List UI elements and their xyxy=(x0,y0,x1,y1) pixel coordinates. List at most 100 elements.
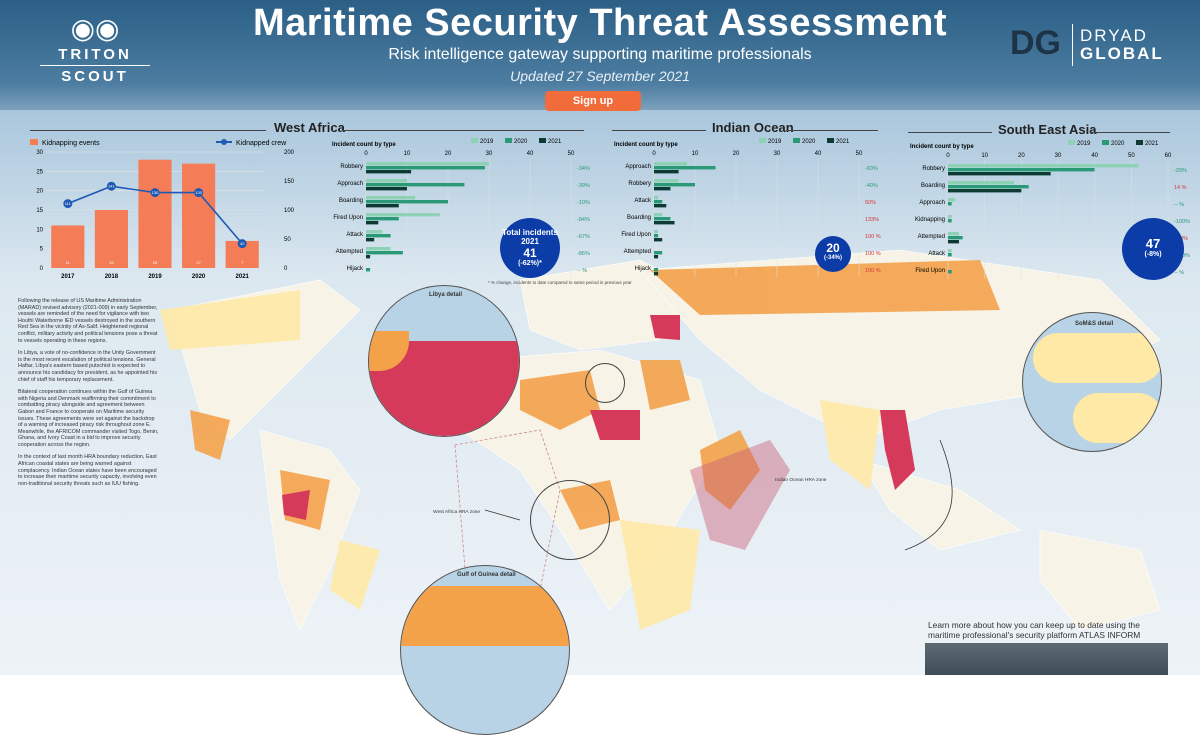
y-left-tick: 5 xyxy=(40,247,44,253)
chart-title: Incident count by type xyxy=(332,142,396,148)
legend-label: 2019 xyxy=(768,139,782,145)
logo-word-2: GLOBAL xyxy=(1080,44,1164,63)
west-africa-title: West Africa xyxy=(274,120,345,135)
y-right-tick: 150 xyxy=(284,179,295,185)
incident-bar xyxy=(948,249,952,253)
category-label: Attack xyxy=(928,251,946,257)
y-left-tick: 30 xyxy=(36,150,43,156)
kidnap-bar xyxy=(182,163,216,268)
dryad-global-logo[interactable]: DG DRYAD GLOBAL xyxy=(1010,22,1180,72)
incident-bar xyxy=(654,213,663,217)
category-label: Hijack xyxy=(635,266,652,272)
incident-bar xyxy=(948,172,1051,176)
sea-incident-chart: Incident count by type 2019 2020 2021 0 10 20 3… xyxy=(910,140,1190,279)
change-label: -34% xyxy=(577,166,590,172)
bar-data-label: 15 xyxy=(109,260,114,265)
incident-bar xyxy=(948,168,1095,172)
x-tick: 30 xyxy=(774,151,781,157)
som-detail-circle[interactable]: SoM&S detail xyxy=(1022,312,1162,452)
incident-bar xyxy=(654,183,695,187)
bar-data-label: 11 xyxy=(66,260,71,265)
gulf-of-guinea-detail-circle[interactable]: Gulf of Guinea detail xyxy=(400,565,570,735)
chart-title: Incident count by type xyxy=(910,144,974,150)
logo-line-1: TRITON xyxy=(58,46,132,63)
page-title: Maritime Security Threat Assessment xyxy=(252,2,948,44)
west-africa-rule-right xyxy=(342,130,584,131)
x-tick: 10 xyxy=(981,153,988,159)
y-right-tick: 50 xyxy=(284,237,291,243)
incident-bar xyxy=(366,221,379,225)
crew-point xyxy=(106,181,116,191)
incident-bar xyxy=(948,185,1029,189)
incident-bar xyxy=(654,230,659,234)
incident-bar xyxy=(366,213,440,217)
x-tick: 10 xyxy=(404,151,411,157)
atlas-inform-photo[interactable] xyxy=(925,643,1168,675)
south-east-asia-title: South East Asia xyxy=(998,122,1097,137)
y-right-tick: 200 xyxy=(284,150,295,156)
legend-bar-label: Kidnapping events xyxy=(42,140,100,147)
kidnap-bar xyxy=(138,159,172,268)
x-tick: 20 xyxy=(1018,153,1025,159)
legend-swatch xyxy=(827,138,834,143)
y-right-tick: 100 xyxy=(284,208,295,214)
x-tick: 50 xyxy=(1128,153,1135,159)
x-tick: 2019 xyxy=(148,274,162,280)
incident-bar xyxy=(654,255,659,259)
bar-data-label: 7 xyxy=(241,260,244,265)
category-label: Fired Upon xyxy=(621,232,651,238)
learn-more-text[interactable]: Learn more about how you can keep up to … xyxy=(928,620,1141,640)
gulf-of-guinea-focus-ring xyxy=(530,480,610,560)
narrative-paragraph-4: In the context of last month HRA boundar… xyxy=(18,454,157,487)
sea-total-badge: 47 (-8%) xyxy=(1122,218,1184,280)
incident-bar xyxy=(654,272,659,276)
crew-point xyxy=(194,188,204,198)
category-label: Fired Upon xyxy=(915,268,945,274)
incident-bar xyxy=(654,221,675,225)
incident-bar xyxy=(366,170,412,174)
dg-mark-icon: DG xyxy=(1010,24,1061,62)
incident-bar xyxy=(366,251,403,255)
incident-bar xyxy=(366,179,407,183)
libya-detail-circle[interactable]: Libya detail xyxy=(368,285,520,437)
incident-bar xyxy=(948,253,952,257)
x-tick: 50 xyxy=(568,151,575,157)
legend-swatch xyxy=(1102,140,1109,145)
incident-bar xyxy=(948,236,963,240)
incident-bar xyxy=(948,181,1014,185)
change-label: 100 % xyxy=(865,234,881,240)
x-tick: 2021 xyxy=(236,274,250,280)
total-value: 41 xyxy=(523,246,537,260)
incident-bar xyxy=(654,238,663,242)
kidnap-bar xyxy=(94,210,128,268)
incident-bar xyxy=(654,196,659,200)
incident-bar xyxy=(948,215,952,219)
category-label: Boarding xyxy=(339,198,363,204)
incident-bar xyxy=(948,219,952,223)
binoculars-icon: ◉◉ xyxy=(70,13,120,44)
y-left-tick: 0 xyxy=(40,266,44,272)
incident-bar xyxy=(654,162,687,166)
incident-bar xyxy=(654,200,663,204)
incident-bar xyxy=(654,217,671,221)
incident-bar xyxy=(654,166,716,170)
category-label: Attempted xyxy=(624,249,651,255)
incident-bar xyxy=(948,164,1139,168)
sign-up-button[interactable]: Sign up xyxy=(545,91,641,111)
legend-line-marker xyxy=(221,139,227,145)
change-label: -39% xyxy=(577,183,590,189)
x-tick: 20 xyxy=(733,151,740,157)
triton-scout-logo[interactable]: ◉◉ TRITON SCOUT xyxy=(40,12,150,92)
sea-rule-left xyxy=(908,132,992,133)
x-tick: 30 xyxy=(486,151,493,157)
gog-land xyxy=(401,586,569,646)
legend-label: 2020 xyxy=(802,139,816,145)
indian-ocean-rule-left xyxy=(612,130,706,131)
change-label: -60% xyxy=(865,166,878,172)
updated-date: Updated 27 September 2021 xyxy=(510,68,690,84)
incident-bar xyxy=(948,270,952,274)
incident-bar xyxy=(366,217,399,221)
narrative-paragraph-2: In Libya, a vote of no-confidence in the… xyxy=(18,350,158,383)
crew-data-label: 42 xyxy=(240,241,245,246)
x-tick: 40 xyxy=(815,151,822,157)
